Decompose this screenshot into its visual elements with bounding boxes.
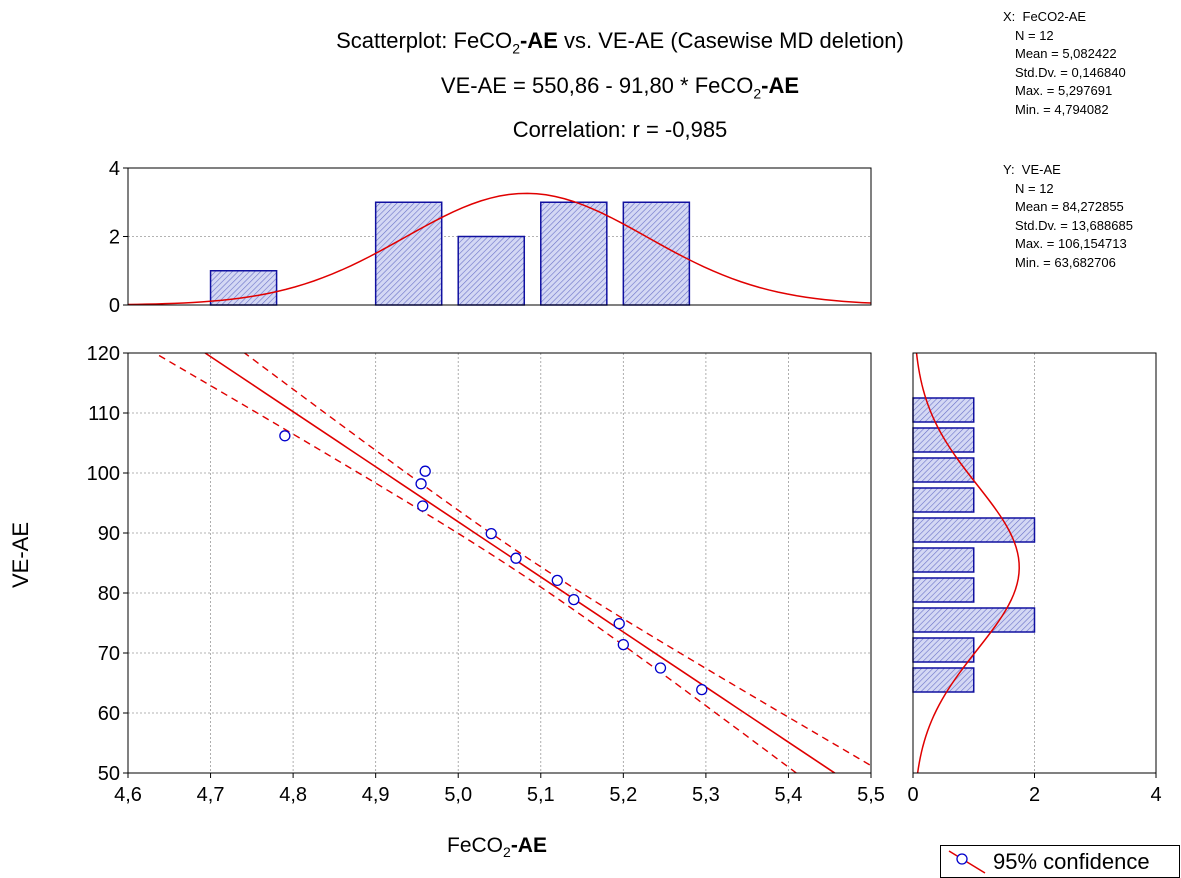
x-tick-label: 4,9: [362, 784, 390, 806]
data-point: [417, 500, 429, 512]
x-stats-min: Min. = 4,794082: [1015, 101, 1109, 117]
data-point: [654, 662, 667, 674]
top-plot-frame: [127, 167, 872, 306]
data-point: [613, 617, 625, 630]
right-tick-label: 0: [907, 784, 918, 806]
right-histogram: 0 2 4: [907, 352, 1162, 806]
right-tick-label: 4: [1150, 784, 1161, 806]
top-histogram-bar: [540, 201, 608, 306]
y-stats-mean: Mean = 84,272855: [1015, 199, 1124, 214]
y-stats: Y: VE-AE N = 12 Mean = 84,272855 Std.Dv.…: [1003, 161, 1133, 272]
data-point: [696, 683, 708, 696]
y-tick-label: 110: [88, 403, 120, 425]
top-histogram-bar: [209, 270, 278, 306]
top-tick-label: 4: [109, 158, 120, 180]
x-stats-header: X: FeCO2-AE: [1003, 9, 1087, 24]
data-point: [415, 478, 427, 490]
top-curve-layer: [128, 192, 871, 305]
y-stats-std: Std.Dv. = 13,688685: [1015, 217, 1133, 233]
right-histogram-bar: [912, 637, 975, 663]
x-tick-label: 5,5: [857, 784, 885, 806]
data-point: [510, 552, 522, 564]
right-histogram-bar: [912, 517, 1036, 543]
top-tick-label: 0: [109, 295, 120, 317]
y-stats-min: Min. = 63,682706: [1015, 254, 1116, 270]
y-stats-n: N = 12: [1015, 180, 1054, 196]
right-histogram-bar: [912, 427, 975, 453]
right-histogram-bar: [912, 547, 975, 573]
x-stats: X: FeCO2-AE N = 12 Mean = 5,082422 Std.D…: [1003, 8, 1126, 119]
x-stats-std: Std.Dv. = 0,146840: [1015, 64, 1126, 80]
data-point: [279, 430, 291, 442]
top-tick-label: 2: [109, 227, 120, 249]
right-histogram-bar: [912, 457, 975, 483]
y-tick-label: 60: [98, 703, 120, 725]
confidence-upper: [243, 353, 871, 767]
x-tick-label: 4,6: [114, 784, 142, 806]
right-tick-label: 2: [1029, 784, 1040, 806]
top-histogram-bar: [457, 235, 526, 306]
y-stats-header: Y: VE-AE: [1003, 162, 1061, 177]
y-tick-label: 50: [98, 763, 120, 785]
y-tick-label: 70: [98, 643, 120, 665]
data-point: [568, 593, 580, 606]
correlation-label: Correlation: r = -0,985: [512, 117, 728, 142]
x-tick-label: 4,7: [197, 784, 225, 806]
data-point: [485, 527, 497, 540]
x-tick-label: 5,4: [775, 784, 803, 806]
y-tick-label: 90: [98, 523, 120, 545]
top-normal-curve: [128, 192, 871, 305]
legend-point: [956, 853, 968, 865]
x-tick-label: 4,8: [279, 784, 307, 806]
confidence-lower: [153, 353, 798, 773]
x-tick-label: 5,2: [609, 784, 637, 806]
main-plot-frame: [127, 352, 872, 774]
x-tick-label: 5,1: [527, 784, 555, 806]
right-normal-curve: [915, 353, 1020, 773]
legend: 95% confidence: [940, 845, 1180, 878]
y-tick-label: 80: [98, 583, 120, 605]
x-stats-max: Max. = 5,297691: [1015, 83, 1113, 98]
data-point: [419, 465, 431, 477]
legend-symbol: [948, 850, 986, 874]
legend-line: [948, 850, 986, 874]
y-tick-label: 120: [87, 343, 120, 365]
right-plot-frame: [912, 352, 1157, 774]
right-curve-layer: [915, 353, 1020, 773]
data-point: [617, 638, 629, 651]
right-histogram-bar: [912, 577, 975, 603]
x-stats-mean: Mean = 5,082422: [1015, 46, 1117, 61]
main-scatter: 4,6 4,7 4,8 4,9 5,0 5,1 5,2 5,3 5,4 5,5 50 60 70 80 90…: [87, 343, 885, 806]
legend-label: 95% confidence: [993, 849, 1150, 874]
y-stats-max: Max. = 106,154713: [1015, 236, 1127, 251]
regression-equation: VE-AE = 550,86 - 91,80 * FeCO2-AE: [440, 73, 800, 102]
x-tick-label: 5,3: [692, 784, 720, 806]
y-tick-label: 100: [87, 463, 120, 485]
x-stats-n: N = 12: [1015, 27, 1054, 43]
right-histogram-bar: [912, 487, 975, 513]
right-histogram-bar: [912, 667, 975, 693]
right-histogram-bar: [912, 397, 975, 423]
data-point: [551, 574, 563, 587]
top-histogram-bar: [622, 201, 691, 306]
right-histogram-bar: [912, 607, 1036, 633]
x-axis-label: FeCO2-AE: [447, 834, 547, 861]
x-tick-label: 5,0: [444, 784, 472, 806]
regression-line: [203, 353, 837, 773]
chart-title: Scatterplot: FeCO2-AE vs. VE-AE (Casewis…: [336, 28, 904, 57]
top-histogram-bar: [374, 201, 443, 306]
fit-layer: [153, 353, 871, 773]
top-histogram: 0 2 4: [109, 158, 872, 317]
